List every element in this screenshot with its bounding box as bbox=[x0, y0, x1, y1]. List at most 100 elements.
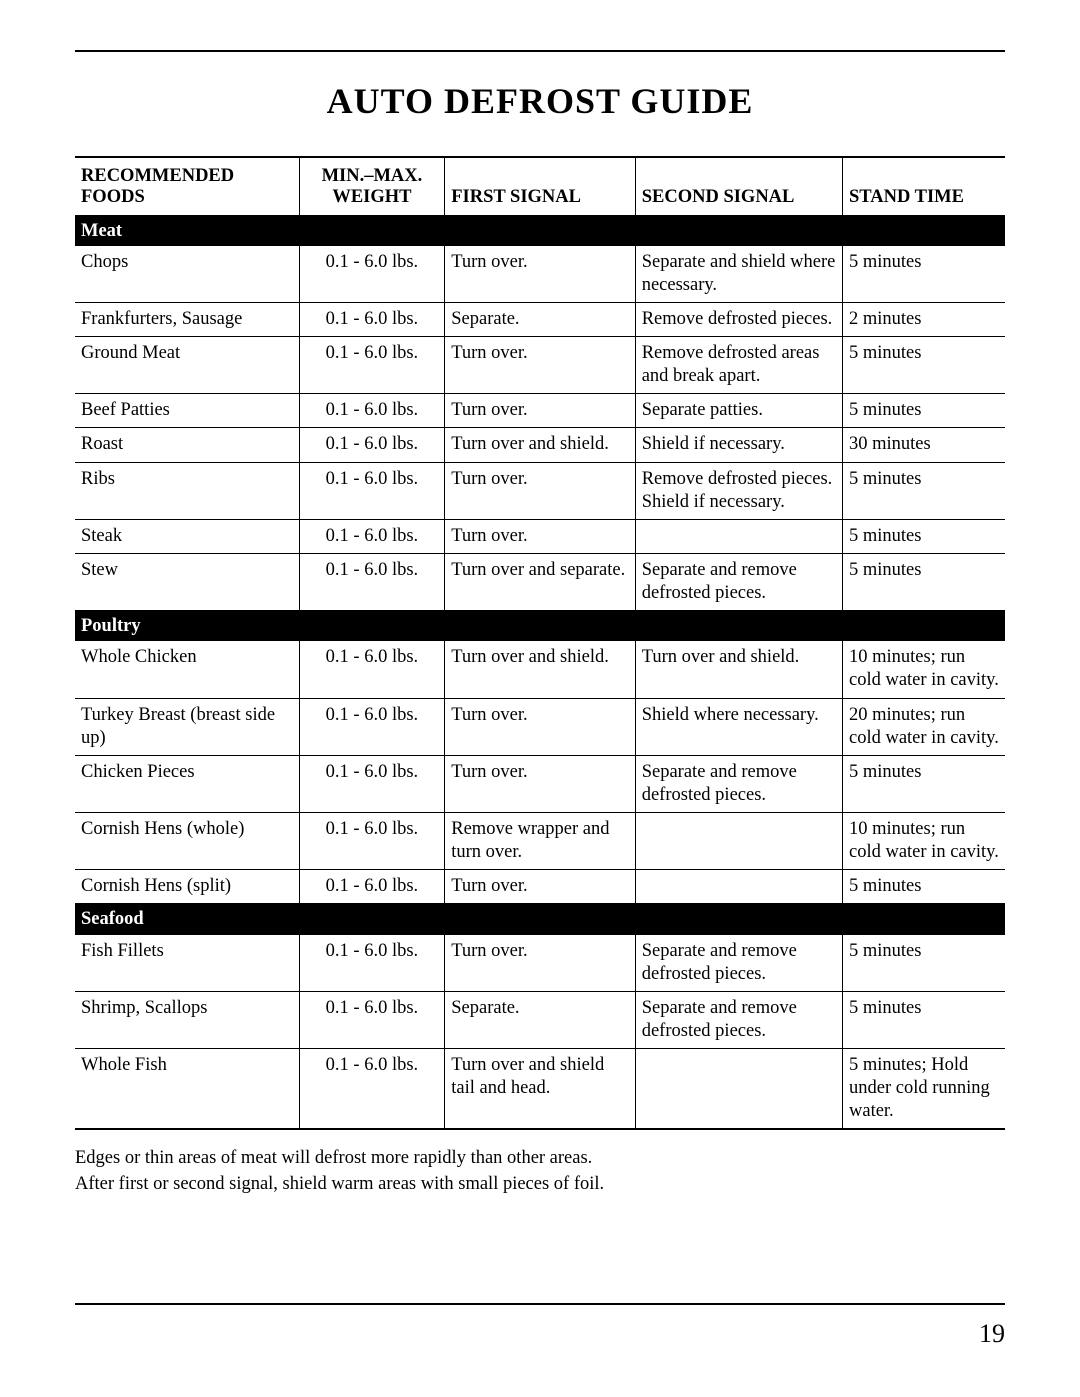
section-header-row: Poultry bbox=[75, 611, 1005, 641]
cell-stand-time: 5 minutes bbox=[843, 755, 1006, 812]
cell-first-signal: Turn over. bbox=[445, 755, 635, 812]
cell-stand-time: 5 minutes bbox=[843, 870, 1006, 905]
cell-second-signal: Shield if necessary. bbox=[635, 428, 842, 462]
cell-food: Whole Fish bbox=[75, 1049, 299, 1130]
table-row: Ground Meat0.1 - 6.0 lbs.Turn over.Remov… bbox=[75, 337, 1005, 394]
cell-food: Roast bbox=[75, 428, 299, 462]
cell-weight: 0.1 - 6.0 lbs. bbox=[299, 755, 445, 812]
cell-first-signal: Separate. bbox=[445, 302, 635, 336]
table-row: Turkey Breast (breast side up)0.1 - 6.0 … bbox=[75, 698, 1005, 755]
cell-weight: 0.1 - 6.0 lbs. bbox=[299, 428, 445, 462]
cell-second-signal bbox=[635, 1049, 842, 1130]
cell-food: Chops bbox=[75, 246, 299, 303]
cell-food: Ground Meat bbox=[75, 337, 299, 394]
cell-second-signal: Separate and remove defrosted pieces. bbox=[635, 991, 842, 1048]
col-header-line: RECOMMENDED bbox=[81, 166, 293, 187]
cell-second-signal: Remove defrosted pieces. Shield if neces… bbox=[635, 462, 842, 519]
cell-stand-time: 5 minutes bbox=[843, 553, 1006, 611]
cell-food: Chicken Pieces bbox=[75, 755, 299, 812]
cell-stand-time: 5 minutes bbox=[843, 991, 1006, 1048]
col-header-line: WEIGHT bbox=[306, 187, 439, 208]
cell-second-signal: Shield where necessary. bbox=[635, 698, 842, 755]
cell-first-signal: Turn over. bbox=[445, 394, 635, 428]
col-header-stand-time: STAND TIME bbox=[843, 157, 1006, 216]
section-title: Seafood bbox=[75, 904, 1005, 934]
cell-weight: 0.1 - 6.0 lbs. bbox=[299, 394, 445, 428]
table-row: Cornish Hens (split)0.1 - 6.0 lbs.Turn o… bbox=[75, 870, 1005, 905]
cell-stand-time: 5 minutes bbox=[843, 394, 1006, 428]
table-row: Fish Fillets0.1 - 6.0 lbs.Turn over.Sepa… bbox=[75, 935, 1005, 992]
section-header-row: Meat bbox=[75, 216, 1005, 246]
cell-weight: 0.1 - 6.0 lbs. bbox=[299, 991, 445, 1048]
cell-food: Stew bbox=[75, 553, 299, 611]
table-row: Cornish Hens (whole)0.1 - 6.0 lbs.Remove… bbox=[75, 813, 1005, 870]
cell-food: Cornish Hens (whole) bbox=[75, 813, 299, 870]
cell-second-signal: Remove defrosted areas and break apart. bbox=[635, 337, 842, 394]
table-row: Whole Fish0.1 - 6.0 lbs.Turn over and sh… bbox=[75, 1049, 1005, 1130]
cell-stand-time: 5 minutes bbox=[843, 246, 1006, 303]
col-header-line: SECOND SIGNAL bbox=[642, 187, 836, 208]
cell-stand-time: 20 minutes; run cold water in cavity. bbox=[843, 698, 1006, 755]
cell-food: Ribs bbox=[75, 462, 299, 519]
cell-weight: 0.1 - 6.0 lbs. bbox=[299, 870, 445, 905]
cell-food: Steak bbox=[75, 519, 299, 553]
cell-second-signal: Remove defrosted pieces. bbox=[635, 302, 842, 336]
table-body: MeatChops0.1 - 6.0 lbs.Turn over.Separat… bbox=[75, 216, 1005, 1130]
cell-weight: 0.1 - 6.0 lbs. bbox=[299, 519, 445, 553]
table-row: Chicken Pieces0.1 - 6.0 lbs.Turn over.Se… bbox=[75, 755, 1005, 812]
cell-first-signal: Remove wrapper and turn over. bbox=[445, 813, 635, 870]
cell-food: Frankfurters, Sausage bbox=[75, 302, 299, 336]
cell-stand-time: 30 minutes bbox=[843, 428, 1006, 462]
col-header-line: STAND TIME bbox=[849, 187, 999, 208]
cell-weight: 0.1 - 6.0 lbs. bbox=[299, 337, 445, 394]
cell-first-signal: Turn over. bbox=[445, 246, 635, 303]
cell-first-signal: Turn over and shield tail and head. bbox=[445, 1049, 635, 1130]
cell-first-signal: Turn over. bbox=[445, 519, 635, 553]
section-title: Meat bbox=[75, 216, 1005, 246]
cell-first-signal: Turn over. bbox=[445, 698, 635, 755]
table-row: Roast0.1 - 6.0 lbs.Turn over and shield.… bbox=[75, 428, 1005, 462]
cell-weight: 0.1 - 6.0 lbs. bbox=[299, 813, 445, 870]
defrost-table: RECOMMENDED FOODS MIN.–MAX. WEIGHT FIRST… bbox=[75, 156, 1005, 1130]
table-row: Steak0.1 - 6.0 lbs.Turn over. 5 minutes bbox=[75, 519, 1005, 553]
cell-second-signal: Separate and shield where necessary. bbox=[635, 246, 842, 303]
col-header-line: FOODS bbox=[81, 187, 293, 208]
footnotes: Edges or thin areas of meat will defrost… bbox=[75, 1146, 1005, 1196]
table-row: Frankfurters, Sausage0.1 - 6.0 lbs.Separ… bbox=[75, 302, 1005, 336]
cell-stand-time: 5 minutes bbox=[843, 519, 1006, 553]
cell-second-signal bbox=[635, 870, 842, 905]
page: AUTO DEFROST GUIDE RECOMMENDED FOODS MIN… bbox=[0, 0, 1080, 1397]
cell-food: Whole Chicken bbox=[75, 641, 299, 698]
table-header-row: RECOMMENDED FOODS MIN.–MAX. WEIGHT FIRST… bbox=[75, 157, 1005, 216]
cell-food: Cornish Hens (split) bbox=[75, 870, 299, 905]
bottom-horizontal-rule bbox=[75, 1303, 1005, 1305]
cell-first-signal: Turn over. bbox=[445, 462, 635, 519]
top-horizontal-rule bbox=[75, 50, 1005, 52]
cell-second-signal: Separate and remove defrosted pieces. bbox=[635, 755, 842, 812]
cell-weight: 0.1 - 6.0 lbs. bbox=[299, 641, 445, 698]
footnote-line: After first or second signal, shield war… bbox=[75, 1172, 1005, 1196]
cell-first-signal: Separate. bbox=[445, 991, 635, 1048]
cell-first-signal: Turn over. bbox=[445, 935, 635, 992]
col-header-line: FIRST SIGNAL bbox=[451, 187, 628, 208]
cell-second-signal: Separate and remove defrosted pieces. bbox=[635, 553, 842, 611]
cell-weight: 0.1 - 6.0 lbs. bbox=[299, 246, 445, 303]
cell-food: Fish Fillets bbox=[75, 935, 299, 992]
table-row: Ribs0.1 - 6.0 lbs.Turn over.Remove defro… bbox=[75, 462, 1005, 519]
cell-first-signal: Turn over and separate. bbox=[445, 553, 635, 611]
table-row: Chops0.1 - 6.0 lbs.Turn over.Separate an… bbox=[75, 246, 1005, 303]
table-row: Stew0.1 - 6.0 lbs.Turn over and separate… bbox=[75, 553, 1005, 611]
cell-stand-time: 5 minutes bbox=[843, 337, 1006, 394]
footnote-line: Edges or thin areas of meat will defrost… bbox=[75, 1146, 1005, 1170]
page-number: 19 bbox=[979, 1319, 1005, 1349]
cell-stand-time: 2 minutes bbox=[843, 302, 1006, 336]
table-row: Whole Chicken0.1 - 6.0 lbs.Turn over and… bbox=[75, 641, 1005, 698]
cell-weight: 0.1 - 6.0 lbs. bbox=[299, 935, 445, 992]
section-header-row: Seafood bbox=[75, 904, 1005, 934]
table-row: Shrimp, Scallops0.1 - 6.0 lbs.Separate.S… bbox=[75, 991, 1005, 1048]
table-header: RECOMMENDED FOODS MIN.–MAX. WEIGHT FIRST… bbox=[75, 157, 1005, 216]
cell-weight: 0.1 - 6.0 lbs. bbox=[299, 1049, 445, 1130]
table-row: Beef Patties0.1 - 6.0 lbs.Turn over.Sepa… bbox=[75, 394, 1005, 428]
cell-weight: 0.1 - 6.0 lbs. bbox=[299, 553, 445, 611]
cell-first-signal: Turn over and shield. bbox=[445, 428, 635, 462]
